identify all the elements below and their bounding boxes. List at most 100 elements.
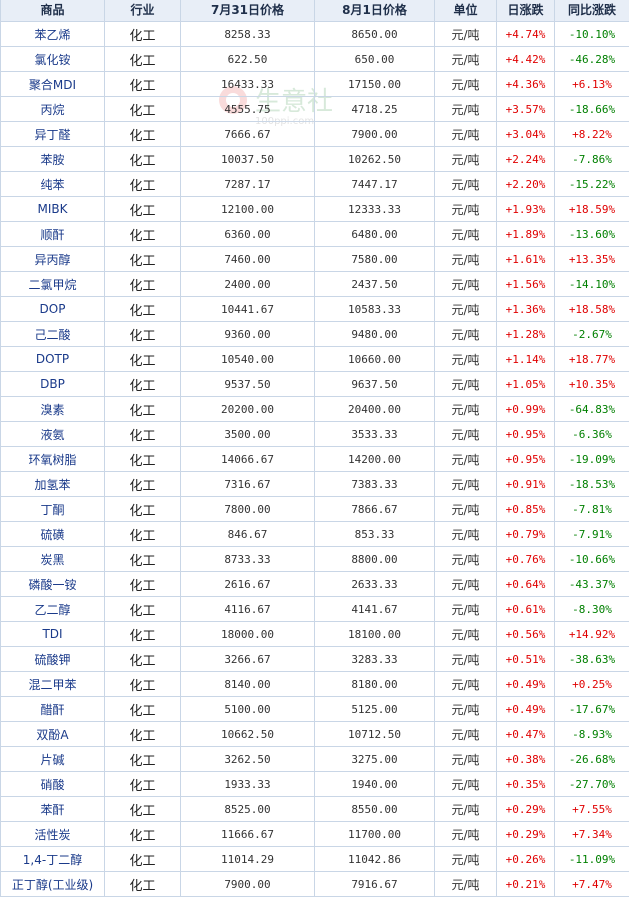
price-jul31-cell: 11666.67	[180, 821, 315, 847]
yoy-change-cell: -18.53%	[554, 471, 629, 497]
product-name-link[interactable]: 顺酐	[0, 221, 105, 247]
price-aug1-cell: 6480.00	[314, 221, 435, 247]
price-aug1-cell: 10583.33	[314, 296, 435, 322]
table-row: 醋酐 化工 5100.00 5125.00 元/吨 +0.49% -17.67%	[0, 696, 629, 722]
product-name-link[interactable]: 磷酸一铵	[0, 571, 105, 597]
yoy-change-cell: +13.35%	[554, 246, 629, 272]
daily-change-cell: +0.76%	[496, 546, 555, 572]
product-name-link[interactable]: 液氨	[0, 421, 105, 447]
product-name-link[interactable]: 丁酮	[0, 496, 105, 522]
unit-cell: 元/吨	[434, 321, 497, 347]
daily-change-cell: +0.95%	[496, 421, 555, 447]
yoy-change-cell: +14.92%	[554, 621, 629, 647]
price-jul31-cell: 14066.67	[180, 446, 315, 472]
product-name-link[interactable]: 正丁醇(工业级)	[0, 871, 105, 897]
col-header-price-aug1: 8月1日价格	[314, 0, 435, 22]
price-jul31-cell: 8525.00	[180, 796, 315, 822]
industry-cell: 化工	[104, 321, 181, 347]
product-name-link[interactable]: TDI	[0, 621, 105, 647]
daily-change-cell: +1.89%	[496, 221, 555, 247]
price-aug1-cell: 7916.67	[314, 871, 435, 897]
industry-cell: 化工	[104, 246, 181, 272]
yoy-change-cell: -17.67%	[554, 696, 629, 722]
daily-change-cell: +0.51%	[496, 646, 555, 672]
daily-change-cell: +1.28%	[496, 321, 555, 347]
industry-cell: 化工	[104, 296, 181, 322]
price-jul31-cell: 10441.67	[180, 296, 315, 322]
industry-cell: 化工	[104, 771, 181, 797]
price-jul31-cell: 11014.29	[180, 846, 315, 872]
product-name-link[interactable]: 活性炭	[0, 821, 105, 847]
table-row: 硝酸 化工 1933.33 1940.00 元/吨 +0.35% -27.70%	[0, 771, 629, 797]
price-aug1-cell: 4718.25	[314, 96, 435, 122]
industry-cell: 化工	[104, 821, 181, 847]
industry-cell: 化工	[104, 746, 181, 772]
product-name-link[interactable]: 二氯甲烷	[0, 271, 105, 297]
industry-cell: 化工	[104, 221, 181, 247]
yoy-change-cell: -19.09%	[554, 446, 629, 472]
product-name-link[interactable]: 氯化铵	[0, 46, 105, 72]
daily-change-cell: +4.36%	[496, 71, 555, 97]
unit-cell: 元/吨	[434, 721, 497, 747]
unit-cell: 元/吨	[434, 271, 497, 297]
product-name-link[interactable]: 双酚A	[0, 721, 105, 747]
product-name-link[interactable]: 硫磺	[0, 521, 105, 547]
price-aug1-cell: 10660.00	[314, 346, 435, 372]
product-name-link[interactable]: 苯酐	[0, 796, 105, 822]
yoy-change-cell: +8.22%	[554, 121, 629, 147]
price-jul31-cell: 9537.50	[180, 371, 315, 397]
price-aug1-cell: 9637.50	[314, 371, 435, 397]
product-name-link[interactable]: 苯乙烯	[0, 21, 105, 47]
product-name-link[interactable]: DOTP	[0, 346, 105, 372]
product-name-link[interactable]: 纯苯	[0, 171, 105, 197]
product-name-link[interactable]: 己二酸	[0, 321, 105, 347]
unit-cell: 元/吨	[434, 346, 497, 372]
product-name-link[interactable]: 丙烷	[0, 96, 105, 122]
product-name-link[interactable]: 醋酐	[0, 696, 105, 722]
col-header-price-jul31: 7月31日价格	[180, 0, 315, 22]
product-name-link[interactable]: DOP	[0, 296, 105, 322]
industry-cell: 化工	[104, 696, 181, 722]
price-aug1-cell: 18100.00	[314, 621, 435, 647]
product-name-link[interactable]: 加氢苯	[0, 471, 105, 497]
daily-change-cell: +0.29%	[496, 796, 555, 822]
product-name-link[interactable]: MIBK	[0, 196, 105, 222]
industry-cell: 化工	[104, 646, 181, 672]
product-name-link[interactable]: 乙二醇	[0, 596, 105, 622]
price-aug1-cell: 10262.50	[314, 146, 435, 172]
price-jul31-cell: 1933.33	[180, 771, 315, 797]
table-row: 1,4-丁二醇 化工 11014.29 11042.86 元/吨 +0.26% -11.09…	[0, 846, 629, 872]
product-name-link[interactable]: 炭黑	[0, 546, 105, 572]
industry-cell: 化工	[104, 471, 181, 497]
price-aug1-cell: 5125.00	[314, 696, 435, 722]
table-row: 正丁醇(工业级) 化工 7900.00 7916.67 元/吨 +0.21% +7.47%	[0, 871, 629, 897]
product-name-link[interactable]: 环氧树脂	[0, 446, 105, 472]
daily-change-cell: +4.74%	[496, 21, 555, 47]
unit-cell: 元/吨	[434, 571, 497, 597]
product-name-link[interactable]: 硝酸	[0, 771, 105, 797]
industry-cell: 化工	[104, 71, 181, 97]
product-name-link[interactable]: DBP	[0, 371, 105, 397]
product-name-link[interactable]: 1,4-丁二醇	[0, 846, 105, 872]
unit-cell: 元/吨	[434, 796, 497, 822]
product-name-link[interactable]: 溴素	[0, 396, 105, 422]
yoy-change-cell: -13.60%	[554, 221, 629, 247]
industry-cell: 化工	[104, 146, 181, 172]
product-name-link[interactable]: 苯胺	[0, 146, 105, 172]
product-name-link[interactable]: 异丁醛	[0, 121, 105, 147]
price-aug1-cell: 3283.33	[314, 646, 435, 672]
product-name-link[interactable]: 异丙醇	[0, 246, 105, 272]
price-jul31-cell: 6360.00	[180, 221, 315, 247]
product-name-link[interactable]: 片碱	[0, 746, 105, 772]
product-name-link[interactable]: 聚合MDI	[0, 71, 105, 97]
product-name-link[interactable]: 混二甲苯	[0, 671, 105, 697]
yoy-change-cell: -8.93%	[554, 721, 629, 747]
product-name-link[interactable]: 硫酸钾	[0, 646, 105, 672]
col-header-daily-change: 日涨跌	[496, 0, 555, 22]
yoy-change-cell: +7.34%	[554, 821, 629, 847]
price-jul31-cell: 3500.00	[180, 421, 315, 447]
table-row: 双酚A 化工 10662.50 10712.50 元/吨 +0.47% -8.93%	[0, 721, 629, 747]
daily-change-cell: +0.35%	[496, 771, 555, 797]
price-jul31-cell: 846.67	[180, 521, 315, 547]
